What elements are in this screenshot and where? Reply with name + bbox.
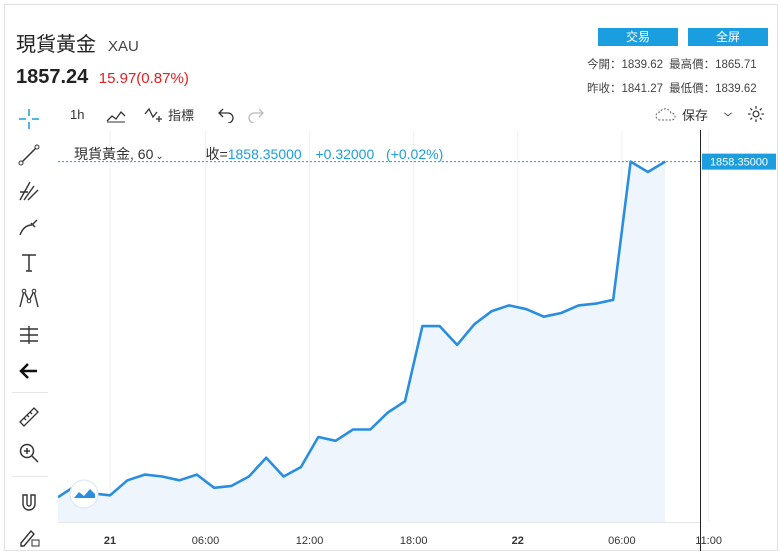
- arrow-left-icon: [19, 363, 37, 379]
- open-value: 1839.62: [621, 59, 664, 71]
- text-icon: [22, 254, 36, 272]
- pattern-icon: [19, 288, 39, 308]
- redo-icon: [248, 108, 264, 123]
- trendline-tool[interactable]: [14, 142, 44, 168]
- legend-change-pct: (+0.02%): [386, 146, 444, 162]
- pitchfork-icon: [19, 181, 39, 201]
- price-row: 1857.24 15.97(0.87%): [16, 66, 189, 89]
- legend-close-value: 1858.35000: [227, 146, 302, 162]
- interval-selector[interactable]: 1h: [70, 106, 85, 122]
- ruler-icon: [19, 407, 39, 427]
- text-tool[interactable]: [14, 250, 44, 276]
- legend-symbol: 現貨黃金: [74, 146, 130, 162]
- prediction-tool[interactable]: [14, 322, 44, 348]
- low-value: 1839.62: [715, 83, 757, 95]
- logo-bubble: [69, 479, 99, 509]
- high-label: 最高價：: [669, 59, 716, 71]
- indicators-button[interactable]: 指標: [144, 104, 194, 124]
- ruler-tool[interactable]: [14, 404, 44, 430]
- crosshair-tool[interactable]: [14, 106, 44, 132]
- price-line: [58, 160, 666, 499]
- drawing-toolbar: [6, 100, 52, 552]
- x-tick-label: 12:00: [296, 535, 324, 547]
- trade-button[interactable]: 交易: [598, 28, 678, 46]
- undo-button[interactable]: [216, 104, 236, 124]
- legend-close-label: 收=: [205, 146, 228, 162]
- pencil-lock-icon: [20, 529, 40, 547]
- chevron-down-icon: [724, 112, 732, 117]
- gear-icon: [748, 106, 764, 122]
- indicators-label: 指標: [168, 107, 195, 123]
- low-label: 最低價：: [669, 83, 716, 95]
- x-tick-label: 18:00: [400, 535, 428, 547]
- area-chart-icon: [106, 110, 126, 123]
- zoom-in-icon: [19, 443, 39, 463]
- high-value: 1865.71: [715, 59, 757, 71]
- x-tick-label: 06:00: [608, 535, 636, 547]
- instrument-code: XAU: [108, 38, 139, 55]
- logo-mark: [74, 489, 95, 498]
- instrument-title: 現貨黃金 XAU: [16, 28, 139, 57]
- magnet-icon: [22, 494, 36, 511]
- save-button[interactable]: 保存: [654, 104, 708, 124]
- last-price: 1857.24: [16, 66, 89, 88]
- legend-change: +0.32000: [315, 146, 375, 162]
- trendline-icon: [18, 144, 40, 166]
- price-chart[interactable]: 1858.35000 21 06:00 12:00 18:00 22 06:00 11:00 …: [58, 130, 778, 551]
- brush-icon: [19, 219, 38, 236]
- prev-close-value: 1841.27: [621, 83, 664, 95]
- undo-icon: [218, 108, 234, 123]
- price-chart-svg[interactable]: 1858.35000 21 06:00 12:00 18:00 22 06:00 11:00: [58, 130, 778, 551]
- crosshair-icon: [19, 109, 39, 129]
- save-label: 保存: [682, 107, 709, 123]
- measure-lines-icon: [20, 326, 38, 344]
- zoom-tool[interactable]: [14, 440, 44, 466]
- price-area-fill: [58, 161, 666, 522]
- x-tick-label: 06:00: [192, 535, 220, 547]
- chart-toolbar: 1h 指標 保存: [58, 100, 778, 128]
- chart-legend: 現貨黃金, 60 ⌄ 收=1858.35000 +0.32000 (+0.02%): [74, 146, 444, 162]
- brush-tool[interactable]: [14, 214, 44, 240]
- settings-button[interactable]: [746, 104, 766, 124]
- cloud-icon: [655, 108, 676, 121]
- x-tick-label: 22: [512, 535, 524, 547]
- lock-draw-tool[interactable]: [14, 524, 44, 550]
- x-tick-label: 11:00: [695, 535, 722, 547]
- indicator-icon: [144, 107, 162, 122]
- pattern-tool[interactable]: [14, 286, 44, 312]
- fullscreen-button[interactable]: 全屏: [688, 28, 768, 46]
- chart-type-button[interactable]: [106, 104, 126, 124]
- magnet-tool[interactable]: [14, 490, 44, 516]
- instrument-name: 現貨黃金: [16, 34, 96, 56]
- x-tick-label: 21: [104, 535, 116, 547]
- open-label: 今開：: [587, 59, 622, 71]
- chart-widget: [4, 4, 778, 551]
- price-change: 15.97(0.87%): [98, 70, 189, 87]
- last-price-box: [702, 153, 776, 170]
- redo-button[interactable]: [246, 104, 266, 124]
- prev-close-label: 昨收：: [587, 83, 622, 95]
- stats-row-1: 今開：1839.62 最高價：1865.71: [587, 56, 757, 72]
- back-tool[interactable]: [14, 358, 44, 384]
- legend-interval: 60: [137, 146, 154, 162]
- fib-tool[interactable]: [14, 178, 44, 204]
- last-price-label: 1858.35000: [710, 157, 768, 169]
- save-dropdown[interactable]: [722, 104, 734, 124]
- stats-row-2: 昨收：1841.27 最低價：1839.62: [587, 80, 757, 96]
